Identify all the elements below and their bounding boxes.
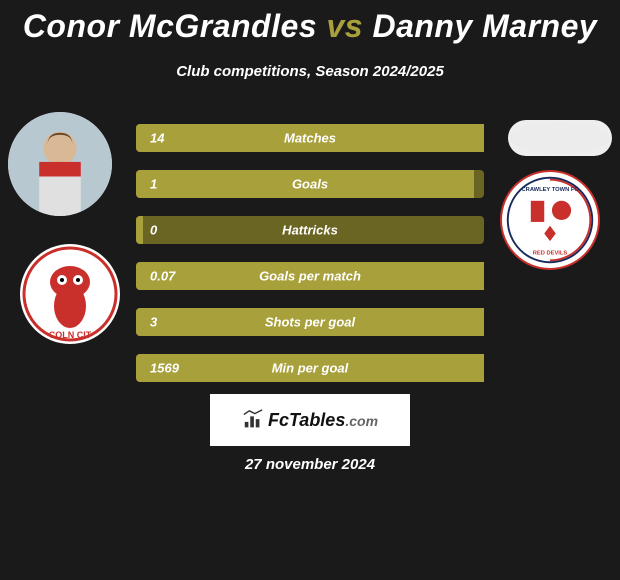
player2-club-crest: CRAWLEY TOWN FC RED DEVILS [500, 170, 600, 270]
bar-label: Matches [284, 131, 336, 146]
subtitle: Club competitions, Season 2024/2025 [0, 63, 620, 80]
stat-bar-matches: 14 Matches [136, 124, 484, 152]
bar-fill [136, 216, 143, 244]
bar-value: 0.07 [150, 269, 175, 284]
date-text: 27 november 2024 [245, 456, 375, 473]
stat-bar-shots-per-goal: 3 Shots per goal [136, 308, 484, 336]
logo-suffix: .com [345, 413, 378, 429]
player2-name: Danny Marney [372, 8, 597, 44]
player-silhouette-icon [508, 120, 612, 156]
bar-value: 0 [150, 223, 157, 238]
bar-value: 3 [150, 315, 157, 330]
bar-label: Min per goal [272, 361, 349, 376]
player2-avatar [508, 120, 612, 156]
logo-main: FcTables [268, 410, 345, 430]
watermark-logo: FcTables.com [210, 394, 410, 446]
svg-text:COLN CIT: COLN CIT [49, 330, 92, 340]
club-crest-icon: CRAWLEY TOWN FC RED DEVILS [502, 172, 598, 268]
logo-text: FcTables.com [268, 410, 378, 431]
bar-label: Hattricks [282, 223, 338, 238]
svg-text:CRAWLEY TOWN FC: CRAWLEY TOWN FC [522, 187, 579, 193]
stat-bars: 14 Matches 1 Goals 0 Hattricks 0.07 Goal… [136, 124, 484, 400]
bar-label: Goals [292, 177, 328, 192]
bar-value: 14 [150, 131, 164, 146]
comparison-title: Conor McGrandles vs Danny Marney [0, 0, 620, 45]
chart-icon [242, 409, 264, 431]
stat-bar-goals: 1 Goals [136, 170, 484, 198]
player1-club-crest: COLN CIT [20, 244, 120, 344]
bar-value: 1 [150, 177, 157, 192]
club-crest-icon: COLN CIT [20, 244, 120, 344]
stat-bar-hattricks: 0 Hattricks [136, 216, 484, 244]
stat-bar-goals-per-match: 0.07 Goals per match [136, 262, 484, 290]
player1-avatar [8, 112, 112, 216]
bar-label: Goals per match [259, 269, 361, 284]
vs-text: vs [326, 8, 363, 44]
player-photo-icon [8, 112, 112, 216]
player1-name: Conor McGrandles [23, 8, 317, 44]
bar-label: Shots per goal [265, 315, 355, 330]
svg-text:RED DEVILS: RED DEVILS [533, 251, 568, 257]
stat-bar-min-per-goal: 1569 Min per goal [136, 354, 484, 382]
bar-value: 1569 [150, 361, 179, 376]
